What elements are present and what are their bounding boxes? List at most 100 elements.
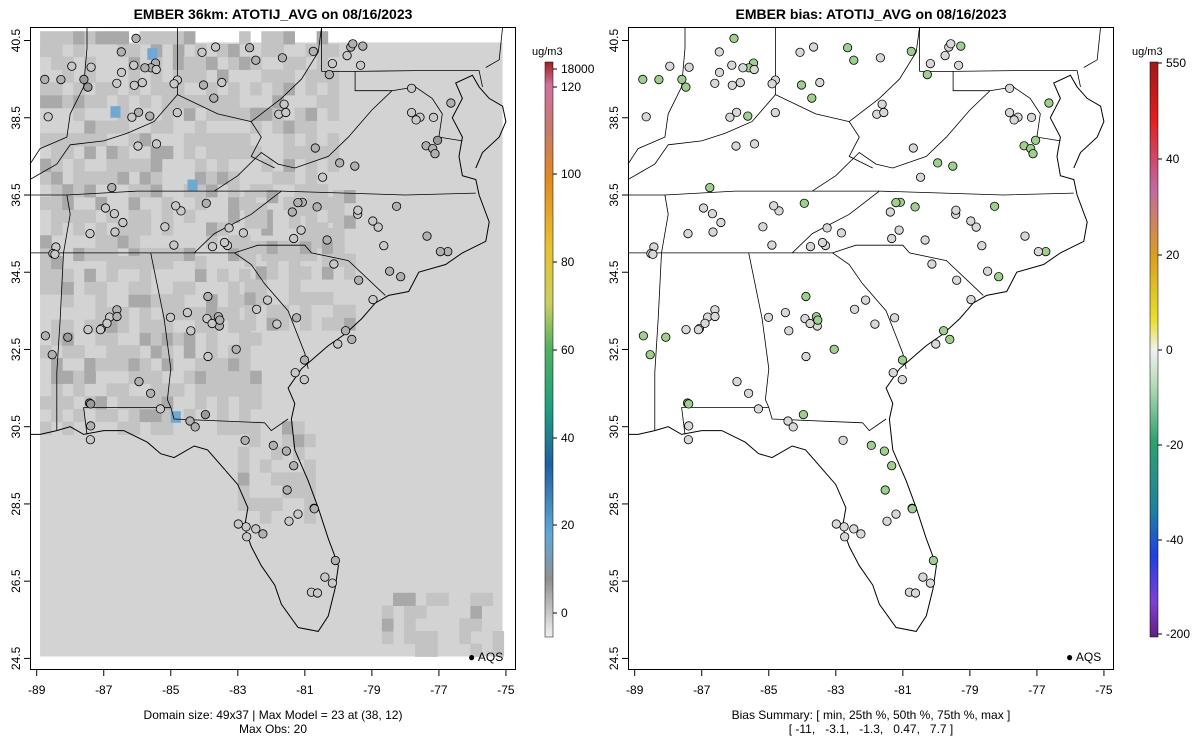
model-grid-cell (415, 605, 427, 619)
monitor-site-marker (836, 228, 846, 238)
model-grid-cell (73, 370, 85, 384)
model-grid-cell (237, 446, 250, 460)
model-grid-cell (73, 31, 85, 45)
model-grid-cell (139, 95, 152, 109)
model-grid-cell (139, 408, 152, 423)
model-grid-cell (206, 358, 218, 372)
model-grid-cell (381, 618, 394, 632)
x-tick-label: -85 (760, 683, 778, 697)
model-grid-cell (206, 133, 218, 147)
model-grid-cell (40, 196, 52, 211)
model-grid-cell-high (110, 106, 121, 118)
monitor-site-marker (396, 272, 406, 282)
model-grid-cell (239, 332, 251, 346)
monitor-site-marker (908, 143, 918, 153)
monitor-site-marker (795, 47, 805, 57)
model-grid-cell (172, 247, 185, 262)
model-grid-cell (161, 31, 174, 45)
model-grid-cell (95, 281, 107, 295)
model-grid-cell (283, 145, 295, 160)
model-grid-cell (333, 240, 345, 255)
model-grid-cell (293, 434, 305, 448)
model-grid-cell (139, 358, 152, 372)
colorbar-gradient (544, 61, 554, 638)
model-grid-cell (51, 171, 63, 185)
model-grid-cell (244, 253, 257, 267)
monitor-site-marker (665, 61, 675, 71)
model-grid-cell (239, 383, 251, 397)
monitor-site-marker (145, 111, 155, 121)
model-grid-cell (40, 345, 52, 359)
model-grid-cell (128, 158, 141, 172)
model-grid-cell (228, 196, 240, 211)
monitor-site-marker (710, 311, 720, 322)
monitor-site-marker (989, 201, 1000, 211)
model-grid-cell (271, 497, 283, 511)
monitor-site-marker (885, 207, 895, 217)
model-grid-cell (316, 145, 329, 160)
monitor-site-marker (661, 332, 671, 342)
model-grid-cell (172, 95, 185, 109)
model-grid-cell (316, 56, 329, 70)
model-grid-cell (237, 459, 250, 473)
model-grid-cell (426, 592, 438, 606)
model-grid-cell (244, 279, 257, 293)
monitor-site-marker (994, 272, 1004, 282)
state-border (29, 94, 252, 180)
monitor-site-marker (725, 112, 735, 122)
model-grid-cell (128, 294, 141, 308)
model-grid-cell (344, 253, 356, 267)
monitor-site-marker (258, 529, 268, 539)
model-grid-cell (106, 383, 118, 397)
model-grid-cell (321, 266, 334, 280)
right-panel-title: EMBER bias: ATOTIJ_AVG on 08/16/2023 (735, 6, 1007, 22)
x-tick-label: -89 (626, 683, 644, 697)
model-grid-cell (161, 319, 174, 333)
model-grid-cell (73, 408, 85, 423)
monitor-site-marker (347, 334, 357, 344)
y-tick-label: 26.5 (9, 569, 23, 593)
model-grid-cell (206, 307, 218, 321)
model-grid-cell (128, 421, 141, 435)
state-border (83, 407, 88, 435)
model-grid-cell (239, 133, 251, 147)
model-grid-cell (150, 82, 163, 96)
model-grid-cell (259, 459, 272, 473)
model-grid-cell (404, 592, 416, 606)
model-grid-cell (244, 317, 257, 331)
monitor-site-marker (887, 233, 897, 244)
monitor-site-marker (888, 368, 898, 378)
model-grid-cell (272, 120, 284, 134)
model-grid-cell (139, 281, 152, 295)
model-grid-cell (51, 281, 63, 295)
model-grid-cell (51, 158, 63, 172)
monitor-site-marker (102, 318, 112, 328)
monitor-site-marker (151, 64, 161, 75)
monitor-site-marker (308, 46, 318, 57)
monitor-site-marker (251, 524, 261, 534)
model-grid-cell (40, 44, 52, 58)
model-grid-cell (128, 184, 141, 198)
model-grid-cell (206, 235, 218, 249)
model-grid-cell (316, 196, 329, 211)
model-grid-cell (95, 120, 107, 134)
model-grid-cell (228, 133, 240, 147)
model-grid-cell (194, 120, 207, 134)
model-grid-cell (128, 370, 141, 384)
state-border (193, 190, 282, 254)
model-grid-cell (161, 396, 174, 410)
monitor-site-marker (290, 368, 300, 378)
monitor-site-marker (743, 111, 753, 121)
y-tick-label: 30.5 (9, 415, 23, 439)
model-grid-cell (228, 44, 240, 58)
model-grid-cell (139, 158, 152, 172)
monitor-site-marker (714, 47, 724, 57)
model-grid-cell (117, 145, 130, 160)
model-grid-cell (288, 279, 301, 293)
monitor-site-marker (729, 33, 739, 43)
model-grid-cell (62, 396, 74, 410)
monitor-site-marker (770, 108, 780, 118)
model-grid-cell (139, 396, 152, 410)
model-grid-cell (51, 145, 63, 160)
colorbar-tick-label: -20 (1166, 438, 1184, 452)
